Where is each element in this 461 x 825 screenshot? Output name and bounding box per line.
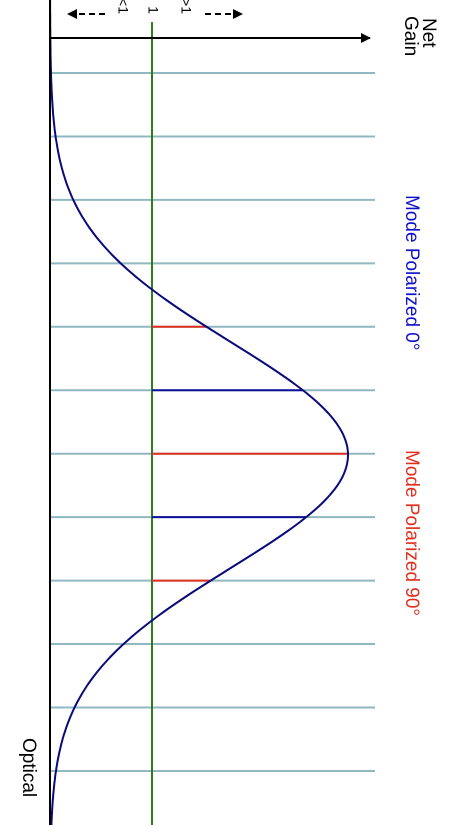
label-less: <1: [115, 0, 131, 14]
mode-0-label: Mode Polarized 0°: [401, 195, 422, 350]
lasing-modes: [152, 325, 348, 582]
gain-curve: [49, 0, 349, 825]
net-label: Net: [418, 18, 439, 48]
label-more: >1: [178, 0, 194, 14]
label-one: 1: [145, 6, 161, 14]
gain-label: Gain: [400, 16, 421, 56]
cavity-modes: [50, 72, 375, 772]
mode-90-label: Mode Polarized 90°: [401, 450, 422, 616]
axis-label: Optical: [18, 738, 39, 797]
